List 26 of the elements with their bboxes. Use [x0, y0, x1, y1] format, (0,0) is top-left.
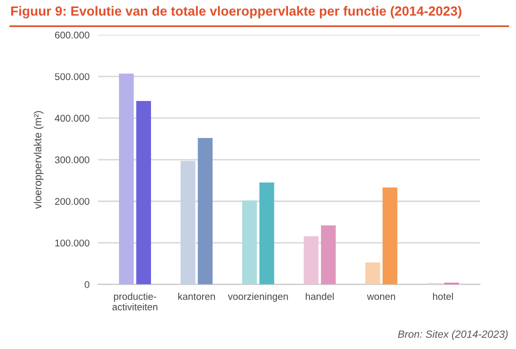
y-tick-label: 300.000: [54, 156, 90, 164]
y-tick-label: 400.000: [54, 114, 90, 122]
y-axis-title: vloeroppervlakte (m²): [34, 111, 44, 209]
bar: [304, 236, 319, 284]
bar: [365, 262, 380, 284]
y-tick-label: 100.000: [55, 240, 90, 246]
bar: [180, 160, 196, 284]
x-tick-label: voorzieningen: [228, 292, 288, 302]
chart-title: Figuur 9: Evolutie van de totale vloeroppervlakte per functie (2014-2023): [11, 6, 462, 18]
x-tick-label: wonen: [367, 294, 396, 300]
y-tick-label: 500.000: [54, 73, 90, 80]
bar: [242, 200, 257, 284]
y-tick-label: 0: [84, 281, 90, 288]
x-tick-label: hotel: [433, 292, 453, 300]
x-tick-label: kantoren: [178, 292, 215, 300]
bar: [320, 225, 336, 284]
y-tick-label: 600.000: [55, 32, 90, 39]
bar: [259, 182, 274, 284]
y-tick-label: 200.000: [55, 198, 90, 205]
bar: [198, 138, 213, 284]
bar: [118, 74, 134, 284]
bar: [382, 188, 398, 284]
bar: [136, 101, 152, 284]
x-tick-label: handel: [306, 292, 334, 300]
x-tick-label: productie- activiteiten: [112, 292, 158, 310]
text: Bron: Sitex (2014-2023): [398, 330, 508, 340]
